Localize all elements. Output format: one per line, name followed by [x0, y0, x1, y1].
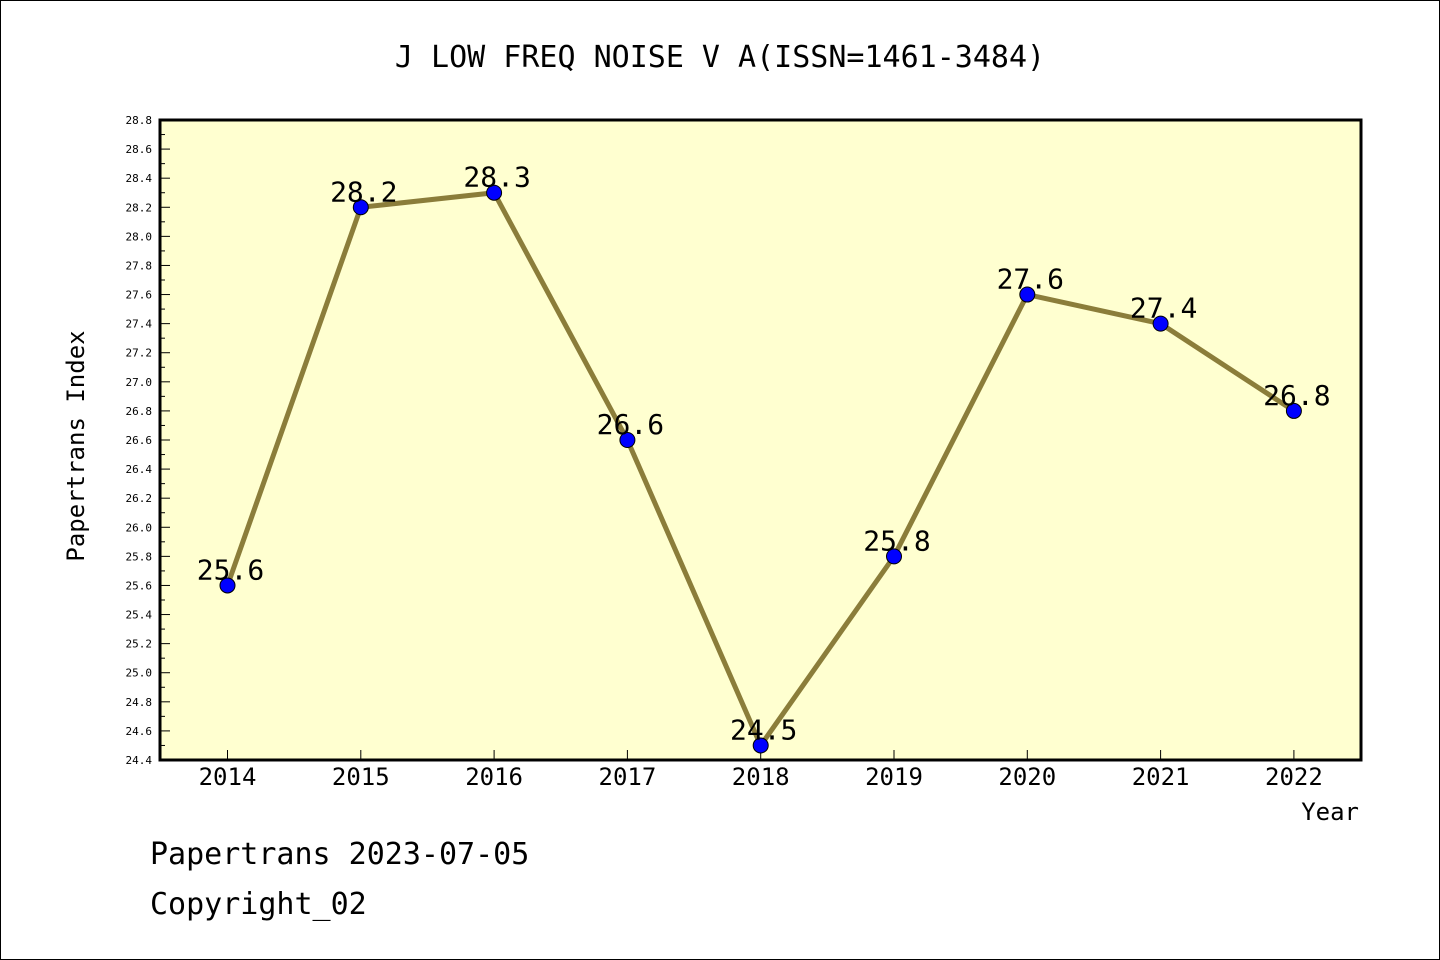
y-tick-label: 27.4	[126, 318, 153, 331]
data-point-2022	[1285, 402, 1302, 419]
y-tick-label: 26.6	[126, 434, 153, 447]
data-point-2021	[1152, 315, 1169, 332]
footer-copyright: Copyright_02	[150, 887, 367, 922]
data-point-2016	[486, 184, 503, 201]
y-tick-label: 27.2	[126, 347, 153, 360]
y-tick-label: 24.4	[126, 754, 153, 767]
y-tick-label: 26.0	[126, 521, 153, 534]
x-tick-label: 2018	[732, 763, 790, 791]
y-axis-label: Papertrans Index	[62, 330, 90, 561]
data-point-2018	[752, 737, 769, 754]
data-label-2017: 26.6	[597, 408, 664, 441]
x-axis-label: Year	[1301, 798, 1359, 826]
x-tick-label: 2015	[332, 763, 390, 791]
plot-border	[158, 118, 1363, 762]
data-point-2020	[1019, 286, 1036, 303]
data-label-2016: 28.3	[463, 161, 530, 194]
y-tick-label: 26.2	[126, 492, 153, 505]
y-tick-label: 25.4	[126, 609, 153, 622]
y-tick-label: 24.8	[126, 696, 153, 709]
y-tick-label: 25.6	[126, 579, 153, 592]
y-tick-label: 28.4	[126, 172, 153, 185]
footer-date: Papertrans 2023-07-05	[150, 837, 529, 872]
y-tick-label: 25.0	[126, 667, 153, 680]
y-tick-label: 28.6	[126, 143, 153, 156]
x-tick-label: 2016	[465, 763, 523, 791]
data-point-2017	[619, 432, 636, 448]
y-tick-label: 24.6	[126, 725, 153, 738]
data-label-2022: 26.8	[1263, 379, 1330, 412]
x-tick-label: 2022	[1265, 763, 1323, 791]
chart-title: J LOW FREQ NOISE V A(ISSN=1461-3484)	[395, 40, 1045, 75]
y-tick-label: 25.2	[126, 638, 153, 651]
data-label-2018: 24.5	[730, 713, 797, 746]
x-tick-label: 2019	[865, 763, 923, 791]
plot-area	[160, 120, 1361, 760]
y-tick-label: 25.8	[126, 550, 153, 563]
y-tick-label: 27.0	[126, 376, 153, 389]
data-label-2020: 27.6	[997, 263, 1064, 296]
data-label-2019: 25.8	[863, 524, 930, 557]
x-axis-ticks: 2014 2015 2016 2017 2018 2019 2020 2021 2022	[199, 750, 1323, 791]
y-tick-label: 26.4	[126, 463, 153, 476]
y-tick-label: 28.0	[126, 230, 153, 243]
data-label-2015: 28.2	[330, 175, 397, 208]
data-point-2019	[886, 548, 902, 565]
data-point-2014	[219, 577, 236, 594]
data-labels: 25.6 28.2 28.3 26.6 24.5 25.8 27.6 27.4 26.8	[197, 161, 1331, 747]
y-axis-ticks: 24.4 24.6 24.8 25.0 25.2 25.4 25.6 25.8 26.0 26.2…	[126, 114, 170, 767]
data-label-2021: 27.4	[1130, 292, 1197, 325]
y-tick-label: 27.8	[126, 259, 153, 272]
x-tick-label: 2021	[1132, 763, 1190, 791]
data-point-2015	[352, 199, 369, 216]
y-tick-label: 28.8	[126, 114, 153, 127]
x-tick-label: 2017	[599, 763, 657, 791]
y-tick-label: 28.2	[126, 201, 153, 214]
data-markers	[219, 184, 1302, 754]
y-tick-label: 26.8	[126, 405, 153, 418]
y-tick-label: 27.6	[126, 289, 153, 302]
x-tick-label: 2014	[199, 763, 257, 791]
data-label-2014: 25.6	[197, 553, 264, 586]
x-tick-label: 2020	[998, 763, 1056, 791]
